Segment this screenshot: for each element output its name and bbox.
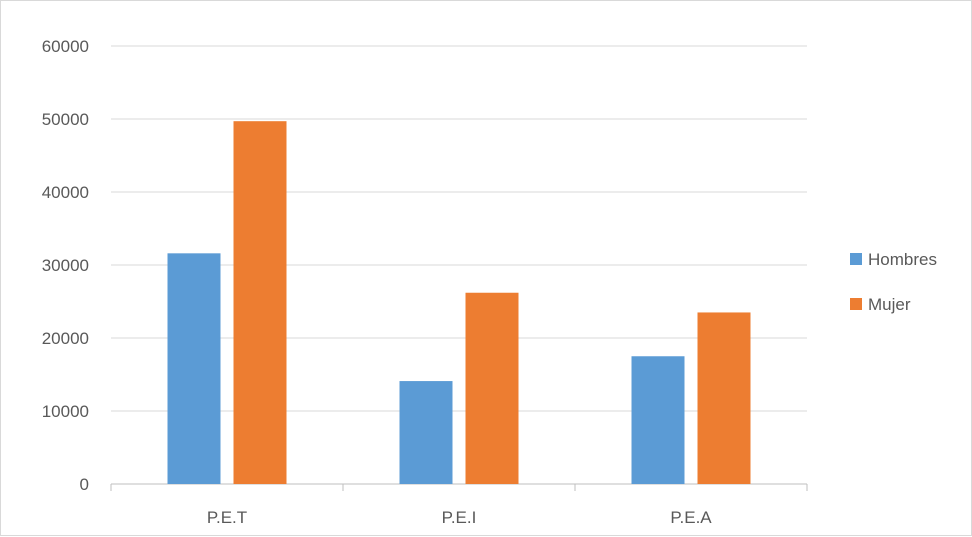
bar-hombres-pea: [631, 356, 685, 484]
bar-hombres-pei: [399, 381, 453, 484]
y-tick-label: 0: [80, 475, 89, 494]
y-tick-label: 20000: [42, 329, 89, 348]
x-tick-label: P.E.I: [442, 508, 477, 527]
bar-mujer-pet: [233, 121, 287, 484]
legend-label-mujer: Mujer: [868, 295, 911, 314]
bar-mujer-pea: [697, 312, 751, 484]
legend-swatch-mujer: [850, 298, 862, 310]
y-tick-label: 30000: [42, 256, 89, 275]
legend-label-hombres: Hombres: [868, 250, 937, 269]
y-tick-label: 10000: [42, 402, 89, 421]
legend-swatch-hombres: [850, 253, 862, 265]
y-tick-label: 40000: [42, 183, 89, 202]
bar-hombres-pet: [167, 253, 221, 484]
x-tick-label: P.E.A: [670, 508, 712, 527]
y-tick-label: 50000: [42, 110, 89, 129]
bar-mujer-pei: [465, 292, 519, 484]
y-tick-label: 60000: [42, 37, 89, 56]
x-tick-label: P.E.T: [207, 508, 247, 527]
